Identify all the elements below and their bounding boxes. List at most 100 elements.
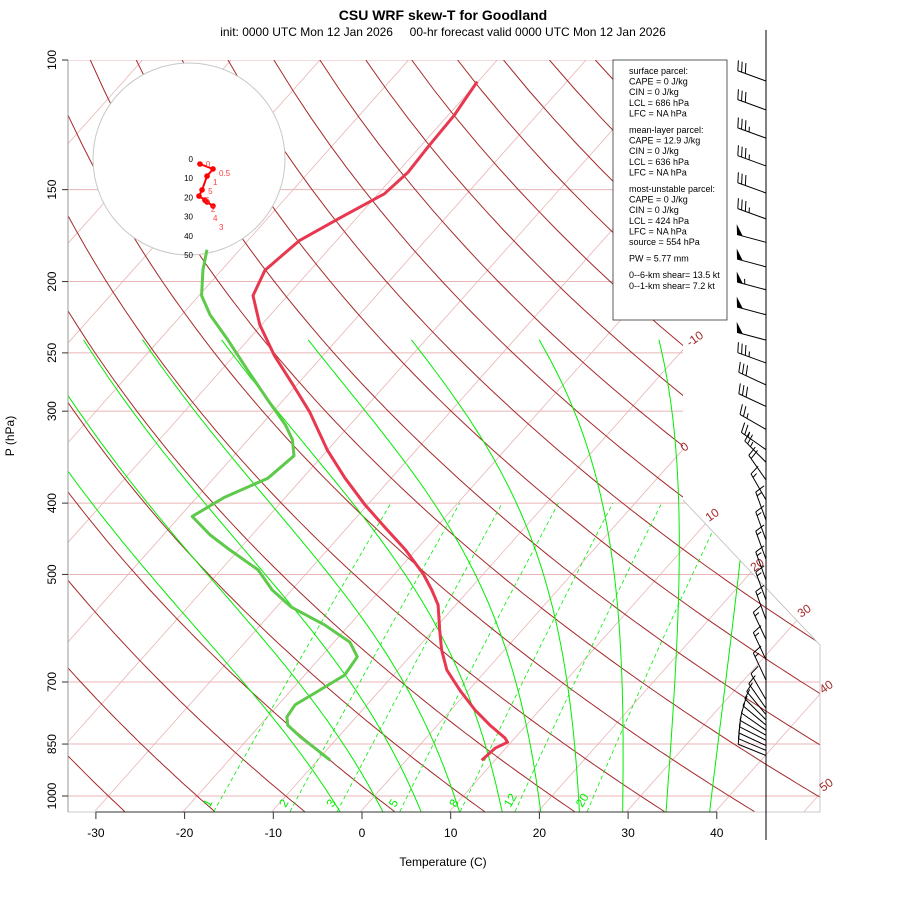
x-axis-label: Temperature (C) (399, 855, 486, 869)
indices-line: LFC = NA hPa (629, 226, 687, 236)
wind-barb-half-feather (753, 474, 757, 478)
moist-adiabat (539, 340, 623, 812)
indices-line: LFC = NA hPa (629, 108, 687, 118)
indices-line: mean-layer parcel: (629, 125, 704, 135)
y-tick-label: 1000 (45, 782, 59, 809)
wind-barb-feather (738, 117, 739, 127)
mixing-ratio-label: 1 (200, 796, 216, 809)
indices-line: source = 554 hPa (629, 237, 700, 247)
wind-barb-half-feather (757, 513, 761, 516)
dry-adiabat-label: 30 (795, 601, 814, 620)
indices-line: most-unstable parcel: (629, 184, 715, 194)
mixing-ratio-label: 8 (446, 796, 462, 809)
wind-barb-feather (738, 145, 739, 155)
chart-subtitle: init: 0000 UTC Mon 12 Jan 2026 00-hr for… (220, 25, 666, 39)
wind-barb-feather (742, 147, 743, 157)
wind-barb-feather (738, 342, 739, 352)
wind-barb (738, 89, 766, 110)
y-tick-label: 850 (45, 734, 59, 754)
wind-barb (737, 249, 766, 267)
hodograph-point (204, 173, 210, 179)
wind-barb-half-feather (750, 442, 752, 447)
indices-line: CIN = 0 J/kg (629, 87, 679, 97)
mixing-ratio-label: 20 (573, 791, 592, 810)
wind-barb-staff (738, 128, 766, 138)
wind-barb-staff (740, 414, 766, 429)
hodograph-point (196, 193, 202, 199)
wind-barb-feather (745, 120, 746, 130)
chart-title: CSU WRF skew-T for Goodland (339, 7, 547, 23)
wind-barb (738, 342, 766, 363)
dewpoint-line (192, 250, 357, 761)
hodograph-point (210, 166, 216, 172)
wind-barb-pennant (737, 249, 743, 261)
wind-barb-feather (739, 383, 741, 393)
wind-barb-feather (742, 119, 743, 129)
wind-barb-pennant (737, 272, 743, 284)
x-tick-label: 30 (621, 826, 635, 840)
wind-barb (739, 723, 766, 746)
hodograph-ring-label: 50 (184, 251, 193, 260)
hodograph-ring-label: 0 (189, 155, 194, 164)
wind-barb-feather (741, 423, 744, 433)
hodograph-point-label: 0.5 (219, 169, 231, 178)
mixing-ratio-line (587, 503, 726, 811)
indices-line: CAPE = 0 J/kg (629, 77, 688, 87)
wind-barb-feather (745, 63, 746, 73)
hodograph-ring-label: 10 (184, 174, 193, 183)
isotherm (272, 60, 900, 812)
wind-barb (739, 383, 766, 406)
wind-barb-staff (738, 71, 766, 81)
mixing-ratio-line (214, 503, 391, 811)
wind-barb-half-feather (747, 413, 748, 418)
wind-barb-staff (751, 474, 766, 500)
indices-line: LCL = 424 hPa (629, 216, 689, 226)
wind-barb-pennant (737, 224, 743, 236)
x-tick-label: 20 (533, 826, 547, 840)
indices-line: LCL = 636 hPa (629, 157, 689, 167)
wind-barb (738, 117, 766, 138)
x-tick-label: -30 (87, 826, 105, 840)
hodograph-point (199, 187, 205, 193)
wind-barb-staff (739, 394, 766, 407)
hodograph-point-label: 3 (219, 223, 224, 232)
wind-barb-feather (742, 62, 743, 72)
isotherm (0, 60, 586, 812)
wind-barb-pennant (737, 297, 743, 309)
temperature-line (253, 82, 508, 761)
wind-barb (738, 145, 766, 166)
indices-line: CAPE = 0 J/kg (629, 195, 688, 205)
wind-barb (756, 525, 766, 559)
mixing-ratio-label: 5 (386, 796, 402, 809)
wind-barb-feather (746, 365, 748, 375)
wind-barb (738, 198, 766, 219)
wind-barb-feather (753, 626, 761, 633)
dry-adiabat (733, 60, 900, 812)
hodograph-point-label: 6 (205, 196, 210, 205)
indices-line: PW = 5.77 mm (629, 254, 689, 264)
wind-barb-half-feather (755, 633, 759, 636)
mixing-ratio-line (337, 503, 502, 811)
mixing-ratio-line (460, 503, 612, 811)
wind-barb-feather (745, 425, 748, 435)
dry-adiabat-label: -10 (684, 328, 707, 350)
wind-barb (737, 224, 766, 242)
wind-barb-feather (745, 201, 746, 211)
dry-adiabat (274, 60, 900, 812)
wind-barb (749, 676, 766, 709)
wind-barb-feather (742, 385, 744, 395)
wind-barb (739, 362, 766, 385)
dry-adiabat (0, 60, 575, 812)
wind-barb-feather (742, 344, 743, 354)
indices-line: 0--1-km shear= 7.2 kt (629, 281, 715, 291)
dry-adiabat-labels: -10 0 10 20 30 40 50 (678, 328, 836, 795)
wind-barb-staff (738, 100, 766, 110)
wind-barb-half-feather (757, 553, 761, 556)
y-tick-label: 300 (45, 401, 59, 421)
hodograph-ring-label: 30 (184, 213, 193, 222)
dry-adiabat-label: 10 (703, 505, 722, 524)
y-tick-label: 500 (45, 564, 59, 584)
